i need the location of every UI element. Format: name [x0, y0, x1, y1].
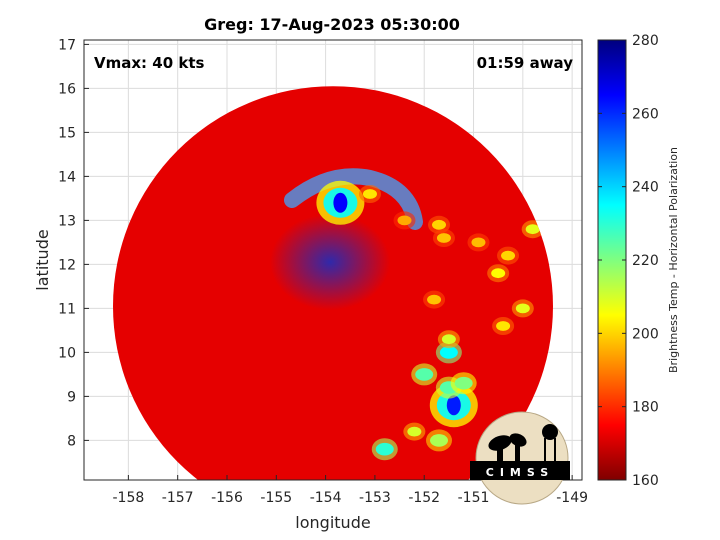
convective-cell — [430, 434, 449, 447]
logo-dish-1 — [488, 435, 512, 451]
eye-region — [270, 214, 390, 310]
x-tick-label: -153 — [359, 490, 391, 506]
logo-tower-leg-1 — [544, 438, 546, 461]
convective-cell — [333, 192, 348, 213]
plot-frame — [83, 39, 583, 481]
x-tick-label: -157 — [162, 490, 194, 506]
swath-layer — [113, 86, 553, 480]
convective-cell — [471, 237, 486, 248]
convective-cell — [446, 395, 461, 416]
convective-cell — [515, 303, 530, 314]
y-tick-label: 8 — [67, 433, 76, 449]
curved-rainband — [284, 168, 423, 230]
convective-cell — [407, 426, 422, 437]
colorbar-tick-label: 220 — [632, 253, 659, 269]
y-tick-label: 11 — [58, 301, 76, 317]
y-tick-label: 16 — [58, 81, 76, 97]
y-tick-label: 9 — [67, 389, 76, 405]
convective-cell — [491, 268, 506, 279]
logo-dish-2 — [509, 433, 527, 447]
logo-tower-tank — [542, 424, 558, 440]
y-axis-label: latitude — [33, 229, 52, 290]
y-tick-label: 14 — [58, 169, 76, 185]
convective-cell — [362, 189, 377, 199]
convective-cell — [415, 368, 434, 381]
convective-cell — [439, 346, 458, 359]
convective-cell — [525, 224, 540, 235]
logo-tower-leg-2 — [554, 438, 556, 461]
colorbar-tick-label: 180 — [632, 400, 659, 416]
vmax-annotation: Vmax: 40 kts — [94, 54, 204, 72]
x-tick-label: -156 — [211, 490, 243, 506]
colorbar — [597, 39, 627, 481]
y-tick-label: 10 — [58, 345, 76, 361]
colorbar-tick-label: 160 — [632, 473, 659, 489]
x-tick-label: -151 — [458, 490, 490, 506]
cimss-logo: CIMSS — [470, 411, 570, 505]
logo-text: CIMSS — [486, 466, 554, 479]
colorbar-tick-label: 280 — [632, 33, 659, 49]
logo-banner — [470, 461, 570, 480]
convective-cell — [375, 442, 394, 456]
convective-cell — [397, 215, 412, 226]
logo-dish-2-mount — [515, 444, 520, 461]
x-tick-label: -149 — [556, 490, 588, 506]
x-axis-ticks: -158-157-156-155-154-153-152-151-150-149 — [112, 475, 588, 506]
colorbar-tick-label: 260 — [632, 106, 659, 122]
convective-cell — [436, 233, 451, 243]
y-axis-ticks: 8 9 10 11 12 13 14 15 16 17 — [58, 37, 89, 449]
convective-cell — [501, 250, 516, 261]
convective-cell — [496, 321, 511, 331]
colorbar-ticks: 160 180 200 220 240 260 280 — [598, 33, 659, 489]
y-tick-label: 17 — [58, 37, 76, 53]
chart-title: Greg: 17-Aug-2023 05:30:00 — [204, 15, 460, 34]
time-offset-annotation: 01:59 away — [477, 54, 574, 72]
colorbar-tick-label: 200 — [632, 326, 659, 342]
convective-cell — [454, 376, 473, 390]
x-tick-label: -152 — [408, 490, 440, 506]
logo-dish-1-mount — [497, 447, 503, 461]
colorbar-tick-label: 240 — [632, 180, 659, 196]
x-tick-label: -154 — [310, 490, 342, 506]
convective-cell — [427, 294, 442, 305]
y-tick-label: 15 — [58, 125, 76, 141]
x-tick-label: -158 — [112, 490, 144, 506]
convective-cell — [441, 334, 456, 345]
colorbar-label: Brightness Temp - Horizontal Polarizatio… — [667, 147, 680, 373]
y-tick-label: 13 — [58, 213, 76, 229]
x-tick-label: -155 — [260, 490, 292, 506]
convective-cell — [432, 219, 447, 230]
x-axis-label: longitude — [295, 513, 370, 532]
y-tick-label: 12 — [58, 257, 76, 273]
